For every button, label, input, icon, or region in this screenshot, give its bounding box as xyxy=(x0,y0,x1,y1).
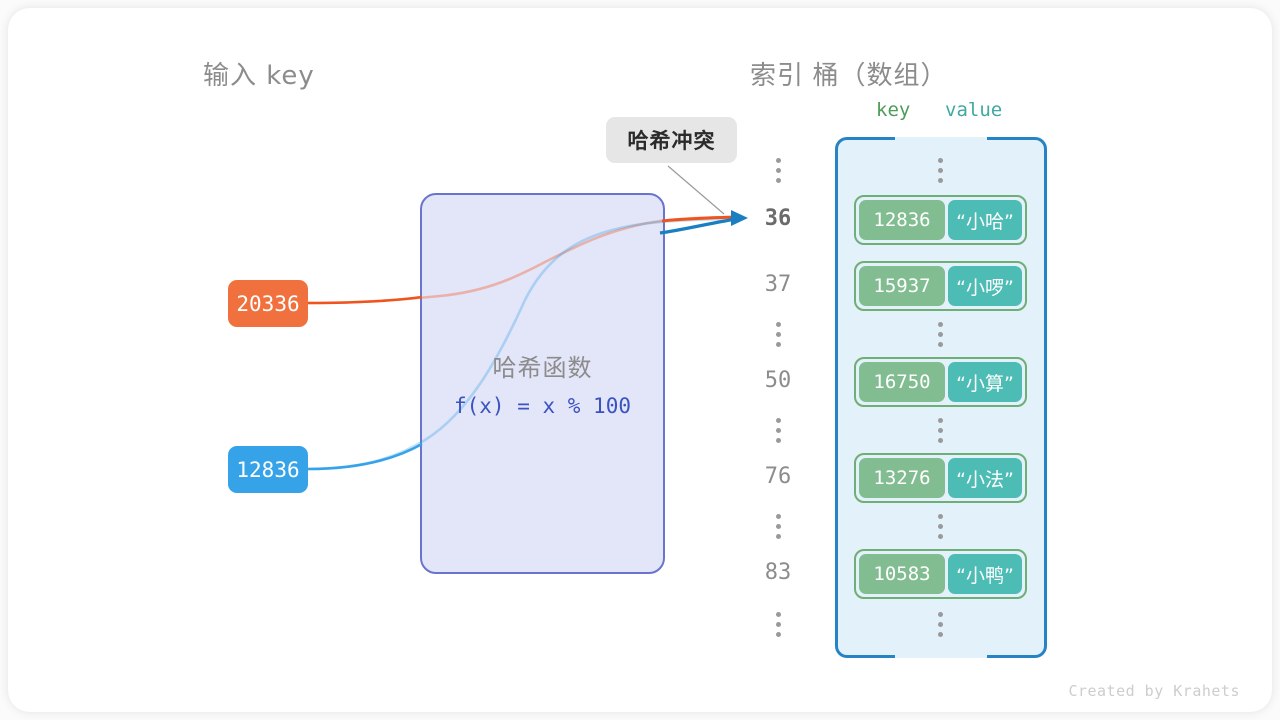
column-heading-input: 输入 key xyxy=(203,61,315,91)
bucket-entry: 15937 “小啰” xyxy=(854,261,1027,311)
bucket-entry-value: “小算” xyxy=(948,362,1022,402)
bucket-entry-value: “小哈” xyxy=(948,200,1022,240)
bucket-entry: 10583 “小鸭” xyxy=(854,549,1027,599)
column-heading-value: value xyxy=(945,99,1003,121)
bucket-entry: 13276 “小法” xyxy=(854,453,1027,503)
bucket-rail-right xyxy=(1044,168,1047,627)
bucket-entry-value: “小鸭” xyxy=(948,554,1022,594)
hash-function-formula: f(x) = x % 100 xyxy=(453,394,631,418)
index-label-76: 76 xyxy=(764,464,792,489)
bucket-entry-key: 16750 xyxy=(859,362,945,402)
bucket-corner-bottom-left xyxy=(835,624,895,658)
index-ellipsis xyxy=(775,612,781,637)
index-ellipsis xyxy=(775,514,781,539)
bucket-ellipsis xyxy=(937,514,943,539)
bucket-ellipsis xyxy=(937,322,943,347)
input-key-chip-0: 20336 xyxy=(228,280,308,327)
input-key-chip-0-label: 20336 xyxy=(236,291,300,316)
bucket-entry: 12836 “小哈” xyxy=(854,195,1027,245)
bucket-entry: 16750 “小算” xyxy=(854,357,1027,407)
index-ellipsis xyxy=(775,418,781,443)
column-heading-index: 索引 xyxy=(750,61,805,91)
bucket-entry-value: “小啰” xyxy=(948,266,1022,306)
index-label-37: 37 xyxy=(764,272,792,297)
hash-collision-tag: 哈希冲突 xyxy=(606,117,737,163)
bucket-corner-bottom-right xyxy=(987,624,1047,658)
bucket-entry-key: 15937 xyxy=(859,266,945,306)
bucket-rail-left xyxy=(835,168,838,627)
footer-credit: Created by Krahets xyxy=(1068,682,1240,700)
hash-collision-tag-label: 哈希冲突 xyxy=(627,129,716,153)
column-heading-key: key xyxy=(876,99,911,121)
hash-function-box xyxy=(420,193,665,574)
bucket-corner-top-right xyxy=(987,137,1047,171)
index-label-50: 50 xyxy=(764,368,792,393)
index-label-83: 83 xyxy=(764,560,792,585)
bucket-entry-key: 10583 xyxy=(859,554,945,594)
index-ellipsis xyxy=(775,322,781,347)
column-heading-bucket: 桶（数组） xyxy=(812,61,948,91)
input-key-chip-1: 12836 xyxy=(228,446,308,493)
bucket-ellipsis xyxy=(937,612,943,637)
bucket-entry-key: 12836 xyxy=(859,200,945,240)
bucket-ellipsis xyxy=(937,158,943,183)
bucket-entry-key: 13276 xyxy=(859,458,945,498)
hash-function-title: 哈希函数 xyxy=(492,354,593,382)
bucket-entry-value: “小法” xyxy=(948,458,1022,498)
index-label-36: 36 xyxy=(764,206,792,231)
input-key-chip-1-label: 12836 xyxy=(236,457,300,482)
bucket-ellipsis xyxy=(937,418,943,443)
index-ellipsis xyxy=(775,158,781,183)
bucket-corner-top-left xyxy=(835,137,895,171)
